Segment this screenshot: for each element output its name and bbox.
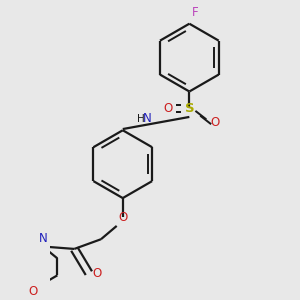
Text: H: H: [137, 114, 145, 124]
Text: O: O: [210, 116, 219, 130]
Text: N: N: [38, 232, 47, 245]
Text: S: S: [184, 102, 194, 115]
Text: O: O: [163, 102, 172, 115]
Text: O: O: [92, 267, 102, 280]
Text: N: N: [142, 112, 151, 125]
Text: O: O: [118, 211, 128, 224]
Text: O: O: [29, 285, 38, 298]
Text: F: F: [192, 6, 198, 19]
